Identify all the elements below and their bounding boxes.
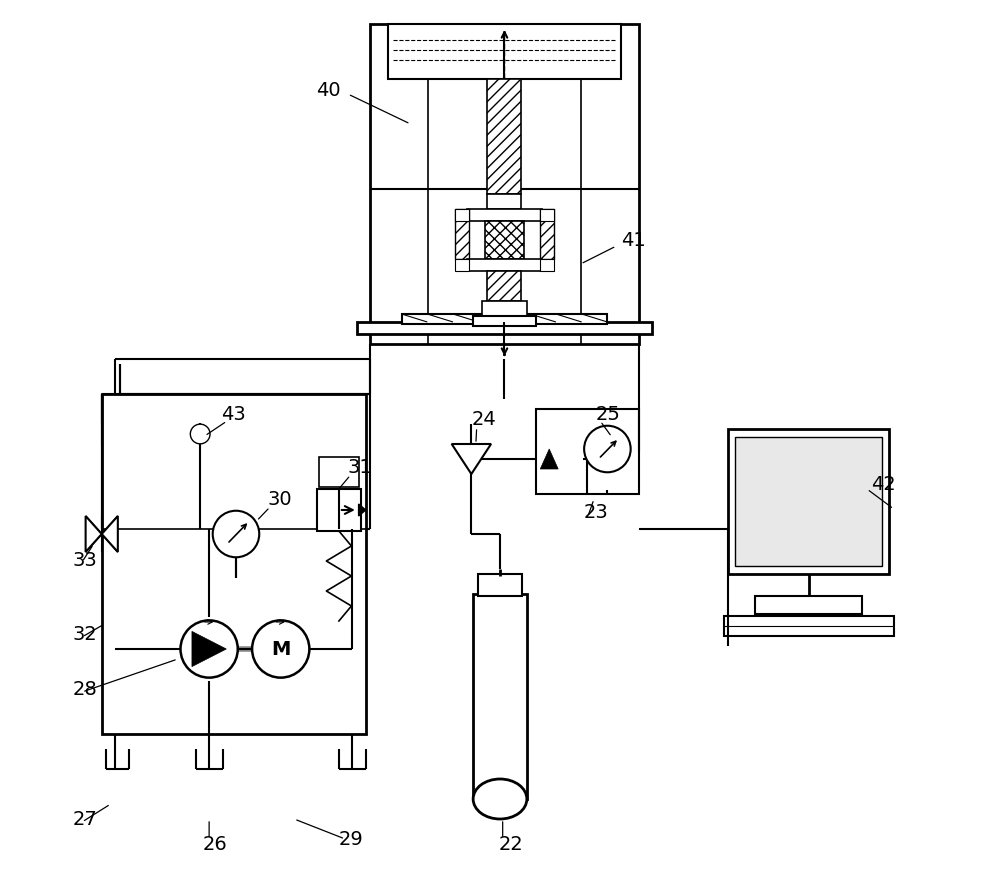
Bar xyxy=(482,301,527,316)
Text: 31: 31 xyxy=(348,458,373,477)
Bar xyxy=(317,489,361,531)
Text: 23: 23 xyxy=(583,502,608,521)
Text: 41: 41 xyxy=(621,231,646,249)
Text: 32: 32 xyxy=(72,625,97,644)
Bar xyxy=(370,25,639,344)
Bar xyxy=(455,260,469,272)
Text: 26: 26 xyxy=(203,835,228,854)
Bar xyxy=(467,210,542,222)
Bar xyxy=(473,316,536,326)
Bar xyxy=(357,323,652,334)
Text: 25: 25 xyxy=(596,405,621,424)
Bar xyxy=(487,195,521,210)
Circle shape xyxy=(190,425,210,444)
Bar xyxy=(485,222,524,260)
Text: 33: 33 xyxy=(72,550,97,569)
Bar xyxy=(402,315,607,325)
Text: 28: 28 xyxy=(72,679,97,699)
Text: 43: 43 xyxy=(221,405,246,424)
Text: 24: 24 xyxy=(471,410,496,429)
Bar xyxy=(565,450,583,469)
Ellipse shape xyxy=(473,780,527,819)
Bar xyxy=(473,595,527,799)
Polygon shape xyxy=(102,517,118,552)
Bar xyxy=(536,409,639,494)
Text: 30: 30 xyxy=(267,490,292,509)
Polygon shape xyxy=(452,444,491,475)
Bar xyxy=(455,210,469,260)
Bar xyxy=(319,458,359,487)
Bar xyxy=(487,272,521,301)
Text: M: M xyxy=(271,640,290,659)
Bar xyxy=(735,437,882,567)
Circle shape xyxy=(584,426,631,473)
Bar xyxy=(102,394,366,734)
Circle shape xyxy=(180,620,238,678)
Bar xyxy=(724,616,894,637)
Circle shape xyxy=(213,511,259,558)
Polygon shape xyxy=(540,450,558,469)
Polygon shape xyxy=(86,517,102,552)
Bar xyxy=(540,210,554,260)
Polygon shape xyxy=(359,504,366,517)
Bar xyxy=(540,210,554,222)
Text: 29: 29 xyxy=(339,830,364,848)
Text: 42: 42 xyxy=(871,475,896,494)
Bar xyxy=(487,80,521,195)
Bar xyxy=(728,429,889,574)
Circle shape xyxy=(252,620,309,678)
Bar xyxy=(467,260,542,272)
Text: 27: 27 xyxy=(72,810,97,829)
Polygon shape xyxy=(192,632,226,667)
Bar xyxy=(388,25,621,80)
Text: 40: 40 xyxy=(317,80,341,99)
Text: 22: 22 xyxy=(498,835,523,854)
Bar xyxy=(540,260,554,272)
Bar xyxy=(455,210,469,222)
Bar xyxy=(755,596,862,614)
Bar xyxy=(478,574,522,596)
